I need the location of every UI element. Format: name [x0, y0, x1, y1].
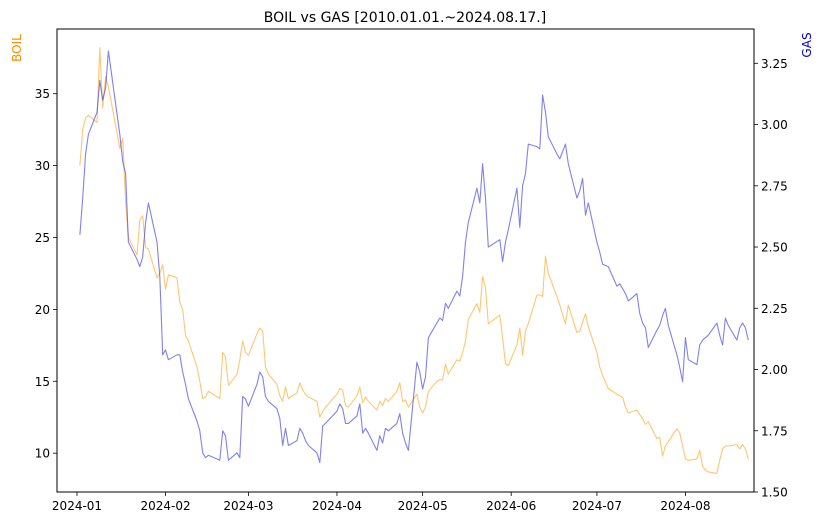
y-left-tick-label: 15 [35, 375, 50, 389]
y-right-tick-label: 1.50 [761, 486, 788, 500]
y-right-tick-label: 3.25 [761, 57, 788, 71]
plot-frame [56, 28, 755, 493]
x-axis: 2024-01 2024-02 2024-03 2024-04 2024-05 2024-… [52, 492, 711, 513]
x-tick-label: 2024-07 [572, 499, 622, 513]
x-tick-label: 2024-05 [398, 499, 448, 513]
y-right-tick-label: 2.25 [761, 302, 788, 316]
chart-title: BOIL vs GAS [2010.01.01.~2024.08.17.] [264, 10, 546, 26]
y-axis-right: 1.50 1.75 2.00 2.25 2.50 2.75 3.00 3.25 [754, 57, 788, 500]
y-right-tick-label: 2.75 [761, 179, 788, 193]
right-axis-title: GAS [800, 32, 814, 57]
y-right-tick-label: 2.00 [761, 363, 788, 377]
series-line-boil [79, 47, 749, 474]
x-tick-label: 2024-04 [312, 499, 362, 513]
y-left-tick-label: 10 [35, 447, 50, 461]
x-tick-label: 2024-03 [223, 499, 273, 513]
x-tick-label: 2024-08 [660, 499, 710, 513]
x-tick-label: 2024-06 [486, 499, 536, 513]
y-left-tick-label: 20 [35, 303, 50, 317]
y-left-tick-label: 35 [35, 87, 50, 101]
series-line-gas [79, 50, 749, 464]
x-tick-label: 2024-01 [52, 499, 102, 513]
y-right-tick-label: 1.75 [761, 424, 788, 438]
y-axis-left: 10 15 20 25 30 35 [35, 87, 57, 461]
x-tick-label: 2024-02 [140, 499, 190, 513]
y-left-tick-label: 25 [35, 231, 50, 245]
y-left-tick-label: 30 [35, 159, 50, 173]
y-right-tick-label: 2.50 [761, 241, 788, 255]
plot-area [79, 47, 749, 474]
left-axis-title: BOIL [10, 34, 24, 62]
y-right-tick-label: 3.00 [761, 118, 788, 132]
